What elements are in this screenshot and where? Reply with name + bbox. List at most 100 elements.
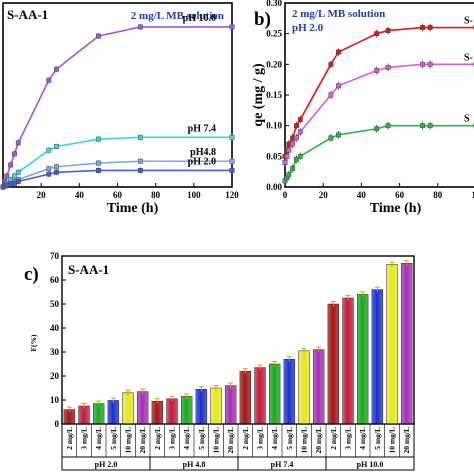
- panel-b-xtick-label: 0: [283, 190, 288, 200]
- panel-c-bar: [356, 294, 369, 425]
- panel-c-bar: [180, 396, 193, 425]
- panel-c-bar: [298, 350, 310, 425]
- panel-b-marker: [297, 117, 303, 122]
- panel-c-group-label: pH 4.8: [183, 460, 206, 469]
- panel-c-group-label: pH 7.4: [271, 460, 294, 469]
- panel-a-title: S-AA-1: [7, 7, 48, 22]
- panel-c-bar: [166, 398, 178, 425]
- panel-c-category-label: 20 mg/L: [402, 427, 411, 453]
- panel-c-category-label: 4 mg/L: [270, 427, 279, 450]
- panel-a-marker: [15, 179, 21, 184]
- panel-a-marker: [137, 134, 143, 140]
- panel-c-bar: [371, 289, 384, 425]
- panel-c-bar: [107, 400, 120, 425]
- panel-c-bar: [312, 349, 325, 425]
- panel-b-ytick-label: 0.30: [266, 0, 282, 8]
- panel-a-marker: [8, 162, 14, 168]
- panel-b-marker: [297, 129, 303, 135]
- panel-a-marker: [54, 66, 59, 72]
- panel-a-marker: [12, 151, 17, 157]
- panel-b-marker: [420, 123, 425, 129]
- panel-a-marker: [46, 147, 52, 153]
- panel-c-bar: [268, 363, 281, 425]
- panel-b-series-label: S-: [464, 16, 473, 27]
- panel-b-marker: [328, 92, 334, 98]
- panel-a-marker: [137, 158, 143, 164]
- panel-a-xtick-label: 120: [225, 190, 239, 200]
- panel-a-xlabel: Time (h): [107, 201, 159, 216]
- panel-c-bar: [239, 370, 252, 425]
- panel-c-category-label: 3 mg/L: [344, 427, 353, 450]
- panel-a-marker: [96, 136, 101, 142]
- panel-b-marker: [420, 61, 425, 67]
- panel-c-category-label: 5 mg/L: [285, 427, 294, 450]
- panel-b-marker: [290, 141, 296, 147]
- panel-b-xtick-label: 10: [472, 190, 474, 200]
- panel-c-category-label: 5 mg/L: [109, 427, 118, 450]
- panel-a-series-label: pH 2.0: [188, 156, 216, 167]
- panel-b-ytick-label: 0.05: [266, 151, 282, 161]
- panel-b-marker: [420, 25, 425, 30]
- panel-c-ytick-label: 70: [50, 251, 60, 261]
- panel-a-xtick-label: 60: [113, 190, 123, 200]
- panel-c-ytick-label: 20: [50, 371, 60, 381]
- panel-c-ytick-label: 60: [50, 275, 60, 285]
- panel-c-category-label: 4 mg/L: [358, 427, 367, 450]
- panel-a-marker: [96, 168, 101, 173]
- panel-b-xtick-label: 80: [433, 190, 443, 200]
- panel-b-marker: [336, 83, 341, 89]
- panel-c-category-label: 3 mg/L: [256, 427, 265, 450]
- panel-c-group-label: pH 2.0: [95, 460, 118, 469]
- panel-a-marker: [54, 164, 59, 170]
- panel-c-category-label: 2 mg/L: [65, 427, 74, 450]
- panel-c-group-label: pH 10.0: [357, 460, 384, 469]
- panel-c-category-label: 10 mg/L: [124, 427, 133, 453]
- panel-a-marker: [15, 169, 21, 175]
- panel-a-marker: [229, 158, 235, 164]
- panel-c-category-label: 10 mg/L: [388, 427, 397, 453]
- panel-a-marker: [46, 171, 52, 177]
- panel-a-series-label: pH4.8: [190, 147, 216, 158]
- panel-a-marker: [12, 173, 17, 179]
- panel-a-marker: [54, 169, 59, 175]
- panel-c-category-label: 4 mg/L: [182, 427, 191, 450]
- panel-a-marker: [4, 173, 10, 179]
- panel-b-marker: [328, 61, 334, 67]
- panel-c-bar: [92, 403, 105, 425]
- panel-c-category-label: 2 mg/L: [329, 427, 338, 450]
- panel-c-title: S-AA-1: [68, 262, 109, 277]
- panel-c-category-label: 3 mg/L: [80, 427, 89, 450]
- panel-b-xtick-label: 40: [357, 190, 367, 200]
- panel-c-ytick-label: 50: [50, 299, 60, 309]
- panel-c-bar: [400, 262, 413, 425]
- panel-a-series-label: pH 7.4: [188, 123, 216, 134]
- panel-b-ytick-label: 0.00: [266, 182, 282, 192]
- panel-a-marker: [46, 166, 52, 171]
- panel-b-series-label: S: [464, 114, 470, 125]
- panel-b-marker: [294, 135, 299, 141]
- panel-b-ytick-label: 0.10: [266, 121, 282, 131]
- panel-a-marker: [137, 24, 143, 30]
- panel-a-marker: [229, 24, 235, 30]
- panel-a-xtick-label: 80: [151, 190, 161, 200]
- panel-a-xtick-label: 20: [37, 190, 47, 200]
- panel-c-bar: [283, 358, 296, 425]
- panel-a-marker: [15, 140, 21, 146]
- panel-c-bar: [327, 303, 340, 425]
- panel-b-marker: [427, 25, 433, 30]
- panel-b-marker: [374, 126, 380, 132]
- panel-a-xtick-label: 40: [75, 190, 85, 200]
- panel-b-xtick-label: 20: [319, 190, 329, 200]
- panel-a-series-label: pH 10.0: [183, 13, 216, 24]
- panel-b-marker: [290, 166, 296, 171]
- panel-c-category-label: 5 mg/L: [197, 427, 206, 450]
- panel-b-marker: [328, 135, 334, 141]
- panel-c-bar: [136, 391, 149, 425]
- panel-c-category-label: 2 mg/L: [241, 427, 250, 450]
- panel-c-bar: [210, 387, 222, 425]
- panel-b-title: 2 mg/L MB solution: [292, 8, 385, 20]
- panel-c-category-label: 20 mg/L: [138, 427, 147, 453]
- panel-c-category-label: 2 mg/L: [153, 427, 162, 450]
- panel-c-ytick-label: 10: [50, 395, 60, 405]
